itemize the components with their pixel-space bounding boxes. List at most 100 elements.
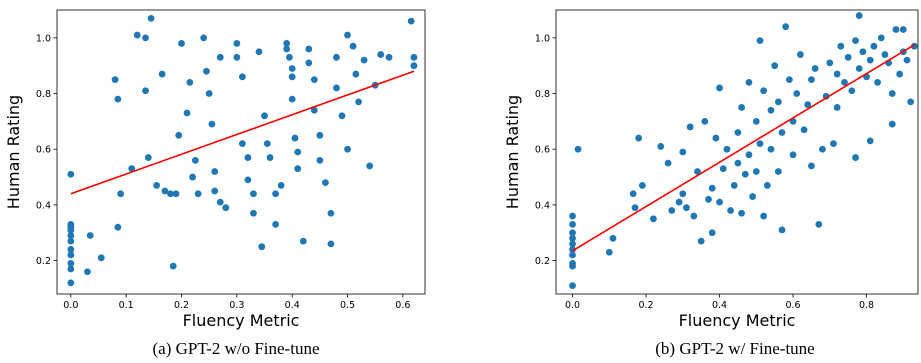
data-point xyxy=(774,98,782,106)
data-point xyxy=(266,154,274,161)
data-point xyxy=(686,123,694,131)
regression-line xyxy=(70,70,415,195)
x-tick-label: 0.5 xyxy=(340,300,355,311)
data-point xyxy=(327,240,335,248)
data-point xyxy=(283,40,291,47)
data-point xyxy=(874,78,881,86)
data-point xyxy=(349,42,357,50)
x-tick-label: 0.2 xyxy=(638,300,653,311)
data-point xyxy=(631,204,639,212)
data-point xyxy=(344,145,351,153)
data-point xyxy=(305,45,313,53)
data-point xyxy=(67,237,75,245)
data-point xyxy=(321,179,329,187)
data-point xyxy=(734,129,742,136)
data-point xyxy=(694,168,701,175)
data-point xyxy=(841,78,848,86)
data-point xyxy=(258,243,266,251)
data-point xyxy=(756,140,764,148)
data-point xyxy=(200,34,208,42)
data-point xyxy=(338,112,346,120)
scatter-panel-a: 0.0 0.1 0.2 0.3 0.4 0.5 0.6 0.2 0.4 0.6 0.8 1.0 Flue… xyxy=(4,9,426,358)
data-point xyxy=(142,87,149,95)
data-point xyxy=(701,117,709,125)
data-point xyxy=(855,65,863,72)
data-point xyxy=(723,145,731,153)
data-point xyxy=(690,212,698,220)
x-tick-label: 0.8 xyxy=(859,300,874,311)
data-point xyxy=(760,212,768,220)
x-tick-label: 0.1 xyxy=(119,300,134,311)
data-point xyxy=(208,120,216,128)
data-point xyxy=(147,14,155,22)
data-point xyxy=(708,229,716,237)
x-axis-label: Fluency Metric xyxy=(679,311,796,330)
plot-frame xyxy=(56,9,426,295)
data-point xyxy=(679,148,687,156)
data-point xyxy=(244,154,252,161)
data-point xyxy=(216,53,224,61)
y-tick-label: 0.2 xyxy=(36,256,51,267)
data-point xyxy=(286,53,293,61)
data-point xyxy=(569,262,576,270)
data-point xyxy=(67,232,75,239)
data-point xyxy=(175,131,183,139)
data-point xyxy=(153,182,161,189)
data-point xyxy=(272,220,279,228)
data-point xyxy=(705,195,712,203)
data-point xyxy=(569,212,576,220)
data-point xyxy=(716,198,723,206)
data-point xyxy=(774,168,782,175)
data-point xyxy=(360,56,368,64)
data-point xyxy=(833,70,841,78)
data-point xyxy=(815,220,823,228)
data-point xyxy=(808,162,815,170)
data-point xyxy=(881,51,889,58)
data-point xyxy=(67,251,75,259)
data-point xyxy=(407,17,415,25)
data-point xyxy=(569,220,576,228)
data-point xyxy=(288,95,296,103)
data-point xyxy=(888,90,896,97)
data-point xyxy=(211,168,219,175)
scatter-panel-b: 0.0 0.2 0.4 0.6 0.8 0.2 0.4 0.6 0.8 1.0 Fluency Me… xyxy=(503,9,919,358)
data-point xyxy=(771,62,779,70)
data-point xyxy=(877,34,885,42)
data-point xyxy=(67,259,75,267)
data-point xyxy=(194,190,202,198)
data-point xyxy=(117,190,125,198)
data-point xyxy=(67,170,75,178)
y-tick-label: 0.8 xyxy=(535,89,550,100)
data-point xyxy=(638,182,646,189)
data-point xyxy=(848,87,856,95)
data-point xyxy=(222,204,230,212)
data-point xyxy=(767,145,775,153)
data-point xyxy=(128,165,136,173)
data-point xyxy=(316,131,324,139)
data-point xyxy=(745,78,753,86)
data-point xyxy=(569,229,576,237)
data-point xyxy=(789,151,797,159)
data-point xyxy=(238,73,246,81)
data-point xyxy=(84,268,91,276)
data-point xyxy=(569,251,576,259)
data-point xyxy=(907,98,915,106)
data-point xyxy=(635,134,643,142)
data-point xyxy=(716,84,723,92)
data-point xyxy=(793,90,801,97)
data-point xyxy=(800,126,808,134)
data-point xyxy=(888,120,896,128)
data-point xyxy=(294,165,302,173)
data-point xyxy=(752,117,760,125)
y-axis-label: Human Rating xyxy=(4,95,23,209)
x-tick-label: 0.4 xyxy=(285,300,300,311)
data-point xyxy=(191,156,199,164)
data-point xyxy=(316,156,324,164)
x-tick-label: 0.2 xyxy=(174,300,189,311)
data-point xyxy=(67,279,75,287)
data-point xyxy=(67,246,75,253)
data-point xyxy=(808,76,815,84)
data-point xyxy=(97,254,105,262)
y-tick-label: 0.4 xyxy=(535,200,550,211)
data-point xyxy=(668,207,676,214)
